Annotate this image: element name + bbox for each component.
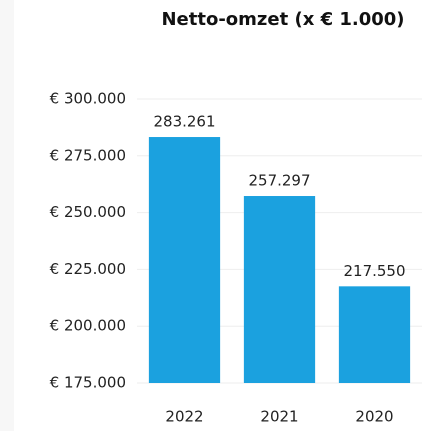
y-tick-label: € 300.000 [50,90,126,108]
y-tick-label: € 225.000 [50,260,126,278]
value-label: 283.261 [153,113,215,131]
bar [243,196,316,383]
x-tick-label: 2020 [355,408,393,426]
y-tick-label: € 250.000 [50,203,126,221]
value-label: 257.297 [248,172,310,190]
y-tick-label: € 175.000 [50,374,126,392]
x-tick-label: 2021 [260,408,298,426]
side-strip [0,0,14,431]
x-tick-label: 2022 [165,408,203,426]
y-tick-label: € 200.000 [50,317,126,335]
bar [338,286,411,383]
chart-title: Netto-omzet (x € 1.000) [161,9,404,30]
y-tick-label: € 275.000 [50,146,126,164]
bar [148,137,221,383]
value-label: 217.550 [343,262,405,280]
